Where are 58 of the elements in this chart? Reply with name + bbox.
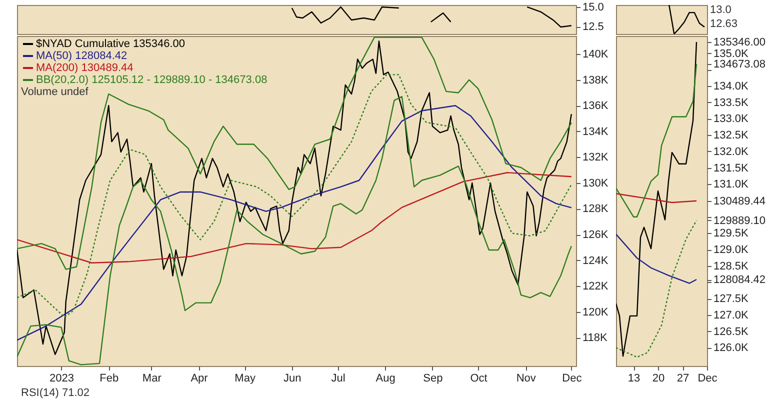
y-tick-label: 126.0K bbox=[714, 342, 750, 354]
x-tick-label: Aug bbox=[376, 372, 396, 384]
y-tick-label: 138K bbox=[582, 74, 609, 86]
x-tick-label: Oct bbox=[470, 372, 488, 384]
x-tick-label: 13 bbox=[628, 372, 640, 384]
y-tick-label: 122K bbox=[582, 280, 609, 293]
y-tick-label: 129.0K bbox=[714, 244, 750, 256]
y-tick-label: 127.5K bbox=[714, 293, 750, 306]
x-tick-label: 27 bbox=[676, 372, 690, 384]
y-tick-label: 130K bbox=[582, 177, 609, 190]
y-tick-label: 130489.44 bbox=[714, 195, 766, 208]
y-tick-label: 134673.08 bbox=[714, 58, 766, 71]
y-tick-label: 134K bbox=[582, 126, 609, 138]
y-tick-label: 135346.00 bbox=[714, 36, 766, 49]
x-tick-label: Feb bbox=[100, 372, 119, 384]
x-tick-label: Apr bbox=[190, 372, 208, 384]
annotation: Volume undef bbox=[21, 86, 90, 98]
legend-label: MA(50) 128084.42 bbox=[36, 50, 128, 62]
y-tick-label: 135.0K bbox=[714, 48, 750, 60]
y-tick-label: 128K bbox=[582, 203, 609, 216]
y-tick-label: 132.0K bbox=[714, 146, 750, 158]
y-tick-label: 120K bbox=[582, 306, 609, 318]
x-tick-label: 20 bbox=[652, 372, 665, 384]
legend-label: $NYAD Cumulative 135346.00 bbox=[36, 38, 185, 50]
text: 13.0 bbox=[710, 4, 732, 16]
y-tick-label: 127.0K bbox=[714, 309, 750, 322]
y-tick-label: 126.5K bbox=[714, 326, 750, 338]
legend-label: BB(20,2.0) 125105.12 - 129889.10 - 134673.08 bbox=[36, 74, 268, 86]
text: RSI(14) 71.02 bbox=[21, 387, 90, 399]
x-tick-label: Mar bbox=[142, 372, 162, 384]
x-tick-label: Jun bbox=[284, 372, 302, 384]
x-tick-label: Dec bbox=[698, 372, 718, 384]
x-tick-label: Dec bbox=[562, 372, 582, 384]
x-tick-label: May bbox=[234, 372, 256, 384]
y-tick-label: 118K bbox=[582, 332, 608, 344]
x-tick-label: Nov bbox=[516, 372, 536, 384]
y-tick-label: 133.0K bbox=[714, 113, 750, 126]
text: 12.63 bbox=[710, 18, 738, 30]
y-tick-label: 131.0K bbox=[714, 178, 750, 191]
y-tick-label: 15.0 bbox=[582, 1, 604, 14]
legend-label: MA(200) 130489.44 bbox=[36, 62, 134, 74]
y-tick-label: 124K bbox=[582, 254, 609, 267]
y-tick-label: 131.5K bbox=[714, 162, 750, 174]
x-tick-label: Jul bbox=[331, 372, 346, 384]
y-tick-label: 136K bbox=[582, 100, 609, 112]
x-tick-label: 2023 bbox=[50, 372, 74, 384]
y-tick-label: 128084.42 bbox=[714, 274, 766, 286]
y-tick-label: 12.5 bbox=[582, 21, 604, 34]
x-tick-label: Sep bbox=[423, 372, 443, 384]
y-tick-label: 126K bbox=[582, 229, 609, 242]
y-tick-label: 129889.10 bbox=[714, 214, 766, 227]
y-tick-label: 128.5K bbox=[714, 260, 750, 272]
y-tick-label: 129.5K bbox=[714, 228, 750, 240]
y-tick-label: 133.5K bbox=[714, 96, 750, 109]
y-tick-label: 140K bbox=[582, 48, 609, 61]
y-tick-label: 132K bbox=[582, 152, 609, 164]
y-tick-label: 132.5K bbox=[714, 130, 750, 142]
y-tick-label: 134.0K bbox=[714, 80, 750, 93]
